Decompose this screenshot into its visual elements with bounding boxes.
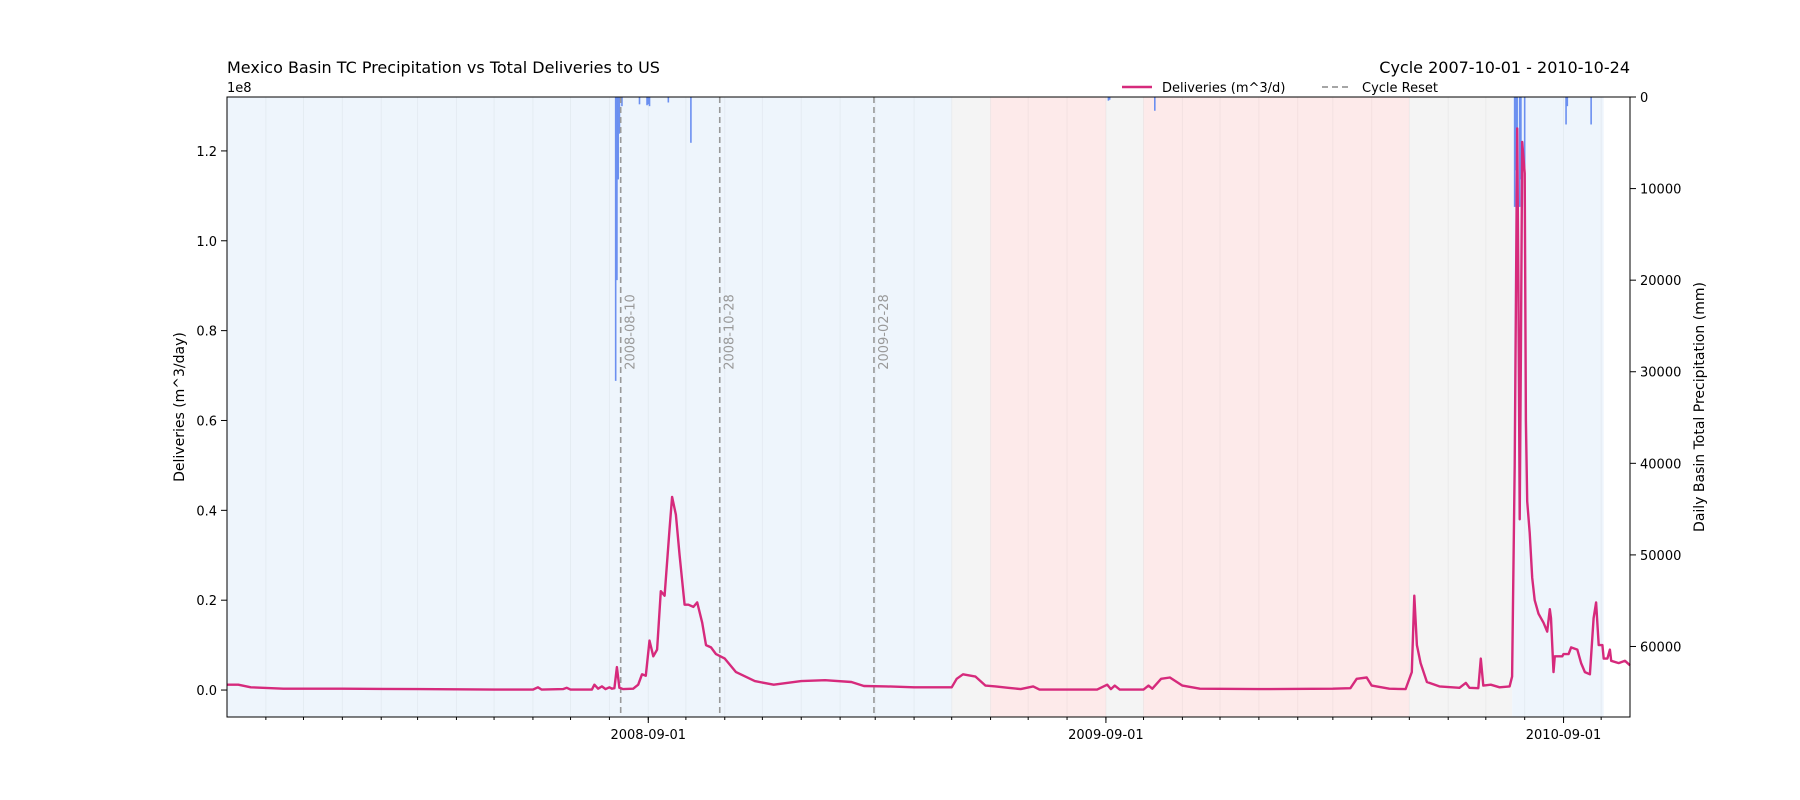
deliveries-line [227,127,1631,691]
band-red-4 [1143,97,1410,717]
band-blue-6 [1512,97,1604,717]
y-right-tick-label: 40000 [1640,457,1681,472]
cycle-reset-label: 2008-10-28 [723,294,738,370]
x-tick-label: 2009-09-01 [1068,728,1144,743]
cycle-reset-label: 2008-08-10 [624,294,639,370]
y-left-tick-label: 0.4 [196,504,217,519]
y-left-tick-label: 1.0 [196,235,217,250]
y-left-tick-label: 0.8 [196,325,217,340]
y-axis-right: 0 10000 20000 30000 40000 50000 60000 [1630,91,1681,655]
legend-reset-label: Cycle Reset [1362,81,1438,96]
band-red-2 [990,97,1106,717]
y-axis-left-label: Deliveries (m^3/day) [172,332,188,482]
legend: Deliveries (m^3/d) Cycle Reset [1122,81,1438,96]
y-right-tick-label: 0 [1640,91,1648,106]
y-right-tick-label: 10000 [1640,183,1681,198]
legend-deliveries-label: Deliveries (m^3/d) [1162,81,1285,96]
y-axis-right-label: Daily Basin Total Precipitation (mm) [1692,282,1708,532]
season-bands [227,97,1604,717]
cycle-reset-lines: 2008-08-10 2008-10-28 2009-02-28 [619,97,892,717]
vertical-grid [265,97,1602,717]
y-left-tick-label: 0.6 [196,414,217,429]
chart-title-right: Cycle 2007-10-01 - 2010-10-24 [1379,58,1630,77]
y-left-tick-label: 0.0 [196,684,217,699]
y-right-tick-label: 60000 [1640,640,1681,655]
x-axis: 2008-09-01 2009-09-01 2010-09-01 [265,717,1602,743]
x-tick-label: 2010-09-01 [1526,728,1602,743]
y-left-tick-label: 0.2 [196,594,217,609]
y-axis-left: 0.0 0.2 0.4 0.6 0.8 1.0 1.2 [196,145,227,699]
band-gray-1 [951,97,991,717]
y-right-tick-label: 50000 [1640,549,1681,564]
y-right-tick-label: 30000 [1640,366,1681,381]
y-right-tick-label: 20000 [1640,274,1681,289]
chart-title-left: Mexico Basin TC Precipitation vs Total D… [227,58,660,77]
band-gray-3 [1105,97,1144,717]
y-left-tick-label: 1.2 [196,145,217,160]
y-axis-left-multiplier: 1e8 [227,81,252,96]
band-blue-0 [227,97,952,717]
band-gray-5 [1409,97,1513,717]
cycle-reset-label: 2009-02-28 [877,294,892,370]
plot-frame [226,96,1631,718]
x-tick-label: 2008-09-01 [610,728,686,743]
deliveries-series [227,127,1631,691]
